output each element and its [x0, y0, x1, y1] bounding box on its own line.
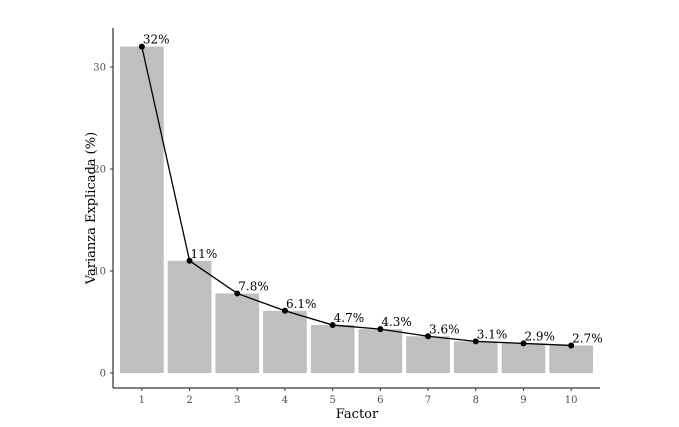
x-tick-label: 6: [377, 395, 383, 406]
x-tick-label: 3: [234, 395, 240, 406]
data-label-3: 7.8%: [238, 279, 269, 293]
data-label-9: 2.9%: [524, 329, 555, 343]
data-label-6: 4.3%: [381, 315, 412, 329]
data-label-5: 4.7%: [334, 311, 365, 325]
bar-10: [549, 345, 593, 373]
bar-6: [358, 329, 403, 373]
point-3: [234, 290, 241, 297]
bar-9: [501, 343, 546, 373]
bars-layer: [120, 46, 593, 373]
axes-layer: [112, 28, 600, 389]
bar-3: [215, 293, 260, 373]
data-label-2: 11%: [191, 247, 218, 261]
line-layer: [138, 43, 575, 349]
x-tick-label: 2: [186, 395, 192, 406]
point-7: [425, 333, 432, 340]
bar-5: [310, 325, 355, 373]
point-2: [186, 257, 193, 264]
bar-7: [406, 336, 450, 373]
point-1: [138, 43, 145, 50]
data-label-1: 32%: [143, 33, 170, 47]
x-ticks-layer: 1 2 3 4 5 6 7 8 9 10: [139, 388, 578, 406]
x-tick-label: 7: [425, 395, 431, 406]
y-axis-title: Varianza Explicada (%): [84, 132, 99, 285]
variance-line: [141, 46, 572, 347]
point-4: [281, 307, 288, 314]
x-tick-label: 5: [329, 395, 335, 406]
point-10: [568, 342, 575, 349]
bar-1: [120, 46, 164, 373]
bar-2: [167, 260, 212, 373]
x-axis-title: Factor: [336, 407, 379, 422]
x-tick-label: 9: [520, 395, 526, 406]
point-5: [329, 322, 336, 329]
bar-8: [453, 341, 498, 373]
data-label-4: 6.1%: [286, 297, 317, 311]
y-tick-label: 10: [93, 267, 106, 278]
data-label-8: 3.1%: [477, 327, 508, 341]
data-labels-layer: 32% 11% 7.8% 6.1% 4.7% 4.3% 3.6% 3.1% 2.9% 2.7%: [143, 33, 603, 346]
point-9: [520, 340, 527, 347]
y-tick-label: 20: [93, 165, 106, 176]
y-tick-label: 30: [93, 63, 106, 74]
x-tick-label: 10: [565, 395, 578, 406]
point-8: [472, 338, 479, 345]
x-tick-label: 4: [282, 395, 288, 406]
data-label-7: 3.6%: [429, 322, 460, 336]
bar-4: [263, 310, 307, 373]
x-tick-label: 8: [473, 395, 479, 406]
x-tick-label: 1: [139, 395, 145, 406]
y-ticks-layer: 0 10 20 30: [93, 63, 113, 380]
data-label-10: 2.7%: [572, 331, 603, 345]
point-6: [377, 326, 384, 333]
y-tick-label: 0: [100, 369, 106, 380]
